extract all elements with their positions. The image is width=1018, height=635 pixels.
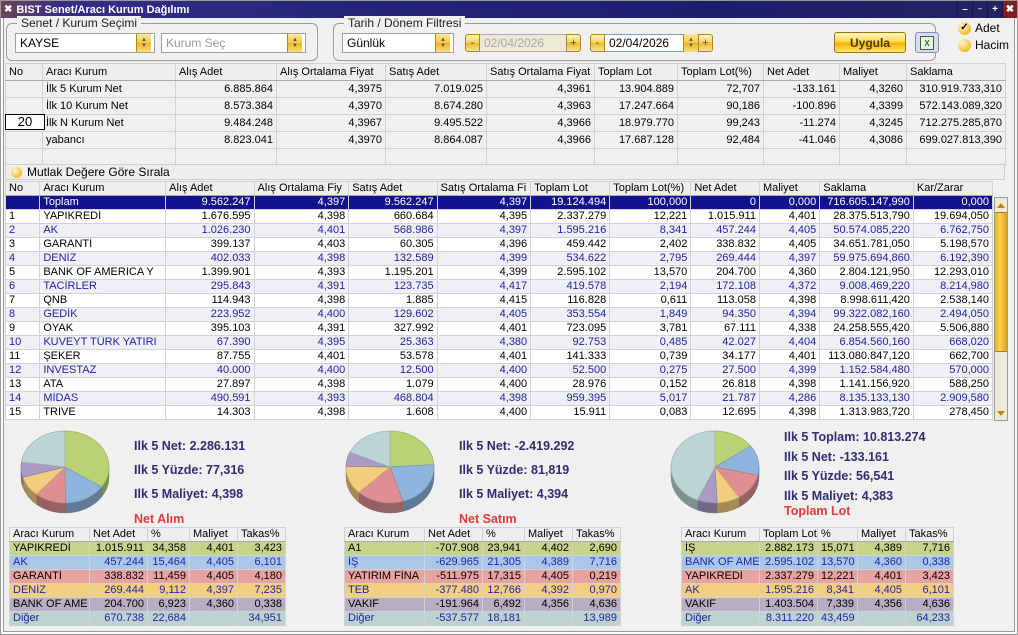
svg-text:X: X xyxy=(924,39,930,48)
